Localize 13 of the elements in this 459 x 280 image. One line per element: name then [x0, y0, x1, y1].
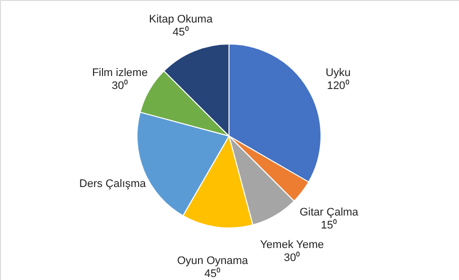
slice-label: Gitar Çalma — [300, 206, 360, 219]
data-label: 120⁰ — [326, 79, 350, 92]
slice-label: Uyku — [326, 67, 351, 79]
slice-label: Yemek Yeme — [260, 239, 324, 252]
data-label: 30⁰ — [112, 79, 128, 92]
data-label: 30⁰ — [284, 251, 300, 264]
data-label: 45⁰ — [204, 266, 221, 280]
data-label: 15⁰ — [320, 218, 338, 232]
slice-label: Ders Çalışma — [79, 178, 147, 190]
slice-label: Kitap Okuma — [148, 14, 214, 26]
slice-label: Film izleme — [92, 67, 148, 79]
slice-label: Oyun Oynama — [177, 254, 249, 267]
data-label: 45⁰ — [172, 26, 189, 39]
